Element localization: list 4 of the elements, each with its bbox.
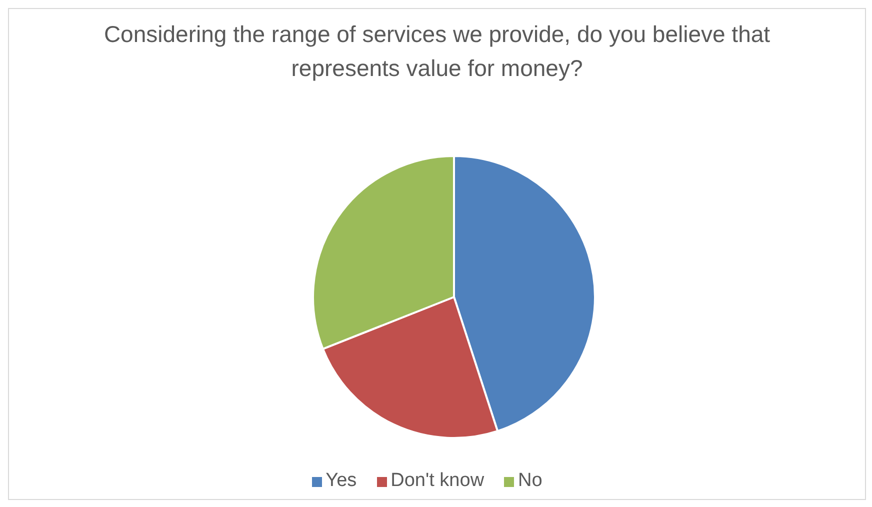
chart-title: Considering the range of services we provide, do you believe that represents value for money? <box>102 20 772 83</box>
legend-label: Yes <box>326 470 357 491</box>
legend-label: No <box>518 470 542 491</box>
legend-label: Don't know <box>390 470 484 491</box>
